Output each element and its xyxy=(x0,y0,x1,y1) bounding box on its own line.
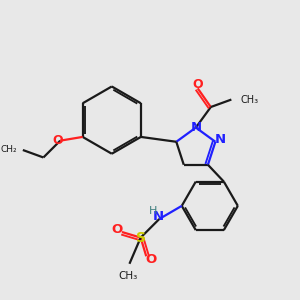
Text: CH₃: CH₃ xyxy=(118,271,137,281)
Text: O: O xyxy=(112,223,123,236)
Text: N: N xyxy=(191,121,202,134)
Text: CH₃: CH₃ xyxy=(241,94,259,105)
Text: CH₂: CH₂ xyxy=(1,146,17,154)
Text: O: O xyxy=(52,134,62,147)
Text: O: O xyxy=(192,78,203,91)
Text: S: S xyxy=(136,231,146,244)
Text: O: O xyxy=(145,253,156,266)
Text: H: H xyxy=(149,206,157,217)
Text: N: N xyxy=(153,210,164,223)
Text: N: N xyxy=(215,134,226,146)
